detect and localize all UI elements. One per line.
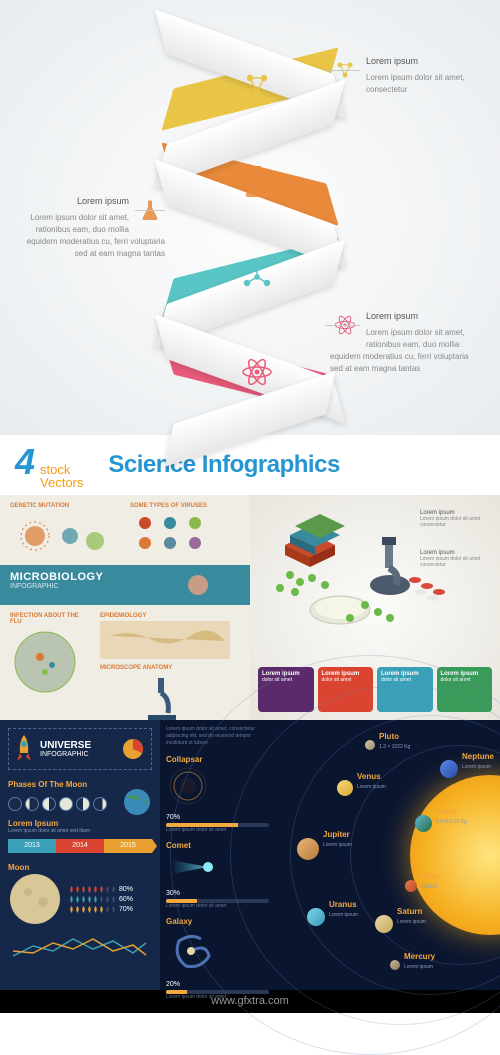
planet-saturn: SaturnLorem ipsum bbox=[375, 915, 393, 933]
cell-diagram bbox=[10, 627, 80, 697]
world-map bbox=[100, 621, 230, 659]
callout-top-right: Lorem ipsum Lorem ipsum dolor sit amet, … bbox=[330, 55, 480, 96]
planet-earth: Earth5.9742x10 Kg bbox=[415, 815, 432, 832]
main-title: Science Infographics bbox=[108, 451, 339, 479]
network-icon bbox=[230, 250, 284, 304]
dna-helix bbox=[140, 30, 360, 420]
callout-line bbox=[135, 210, 165, 211]
planet-neptune: NeptuneLorem ipsum bbox=[440, 760, 458, 778]
section-label: MICROSCOPE ANATOMY bbox=[100, 665, 240, 671]
planet-pluto: Pluto1.3 × 1022 Kg bbox=[365, 740, 375, 750]
dna-infographic-panel: Lorem ipsum Lorem ipsum dolor sit amet, … bbox=[0, 0, 500, 435]
iso-callout: Lorem ipsum Lorem ipsum dolor sit amet c… bbox=[420, 510, 490, 528]
virus-diagram bbox=[10, 511, 110, 556]
planet-uranus: UranusLorem ipsum bbox=[307, 908, 325, 926]
planet-mars: Mars639E21 bbox=[405, 880, 417, 892]
earth-icon bbox=[122, 787, 152, 817]
lorem-body: Lorem ipsum dolor sit amet sed diam bbox=[8, 828, 152, 834]
title-bar: 4 stock Vectors Science Infographics bbox=[0, 435, 500, 495]
planet-venus: VenusLorem ipsum bbox=[337, 780, 353, 796]
microbio-banner: MICROBIOLOGY INFOGRAPHIC bbox=[0, 565, 250, 605]
line-chart bbox=[8, 931, 148, 963]
moon-label: Moon bbox=[8, 863, 152, 872]
section-label: SOME TYPES OF VIRUSES bbox=[130, 503, 240, 509]
universe-row: UNIVERSE INFOGRAPHIC Phases Of The Moon … bbox=[0, 720, 500, 990]
stat-bar: 70% bbox=[69, 906, 152, 913]
year-segment: 2014 bbox=[56, 839, 104, 853]
moon-icon bbox=[8, 872, 63, 927]
callout-mid-left: Lorem ipsum Lorem ipsum dolor sit amet, … bbox=[15, 195, 165, 260]
molecule-icon bbox=[230, 58, 284, 112]
section-label: EPIDEMIOLOGY bbox=[100, 613, 240, 619]
section-label: INFECTION ABOUT THE FLU bbox=[10, 613, 90, 625]
year-bar: 201320142015 bbox=[8, 839, 152, 853]
microbiology-panel: GENETIC MUTATION SOME TYPES OF VIRUSES M… bbox=[0, 495, 250, 720]
rocket-icon bbox=[13, 733, 35, 765]
iso-callout: Lorem ipsum Lorem ipsum dolor sit amet c… bbox=[420, 550, 490, 568]
universe-title-box: UNIVERSE INFOGRAPHIC bbox=[8, 728, 152, 770]
callout-line bbox=[325, 70, 360, 71]
callout-bottom-right: Lorem ipsum Lorem ipsum dolor sit amet, … bbox=[330, 310, 480, 375]
universe-left-panel: UNIVERSE INFOGRAPHIC Phases Of The Moon … bbox=[0, 720, 160, 990]
lorem-label: Lorem Ipsum bbox=[8, 819, 152, 828]
year-segment: 2015 bbox=[104, 839, 152, 853]
planet-mercury: MercuryLorem ipsum bbox=[390, 960, 400, 970]
pie-icon bbox=[119, 735, 147, 763]
brain-icon bbox=[186, 573, 210, 597]
universe-right-panel: Pluto1.3 × 1022 Kg VenusLorem ipsum Jupite… bbox=[275, 720, 500, 990]
callout-line bbox=[325, 325, 360, 326]
microscope-icon bbox=[140, 673, 185, 723]
section-label: GENETIC MUTATION bbox=[10, 503, 120, 509]
stat-bar: 60% bbox=[69, 896, 152, 903]
planet-jupiter: JupiterLorem ipsum bbox=[297, 838, 319, 860]
flask-icon bbox=[230, 155, 284, 209]
stat-bar: 80% bbox=[69, 886, 152, 893]
virus-types bbox=[130, 511, 230, 556]
stock-label: stock Vectors bbox=[40, 463, 83, 489]
stock-badge: 4 stock Vectors bbox=[15, 441, 83, 489]
stock-count: 4 bbox=[15, 441, 35, 483]
atom-icon bbox=[230, 345, 284, 399]
moon-bars: 80% 60% 70% bbox=[69, 883, 152, 916]
year-segment: 2013 bbox=[8, 839, 56, 853]
